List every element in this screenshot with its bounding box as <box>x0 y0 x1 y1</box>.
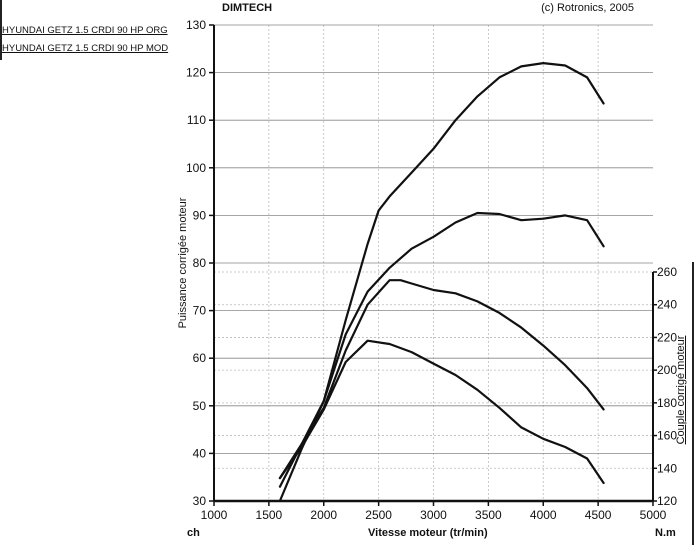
x-tick-label: 4500 <box>585 508 612 522</box>
x-tick-label: 4000 <box>530 508 557 522</box>
series-line-power-mod <box>278 61 605 488</box>
y-tick-label: 30 <box>193 494 207 508</box>
legend-entry-org: HYUNDAI GETZ 1.5 CRDI 90 HP ORG <box>2 25 168 36</box>
y-right-tick-label: 260 <box>657 265 677 279</box>
y-tick-label: 80 <box>193 256 207 270</box>
y-right-tick-label: 240 <box>657 298 677 312</box>
x-tick-label: 1500 <box>256 508 283 522</box>
y-tick-label: 90 <box>193 208 207 222</box>
series-line-power-org <box>278 211 605 503</box>
y-right-tick-label: 120 <box>657 494 677 508</box>
y-right-tick-label: 140 <box>657 461 677 475</box>
y-tick-label: 130 <box>186 18 206 32</box>
y-tick-label: 50 <box>193 399 207 413</box>
y-right-tick-label: 180 <box>657 396 677 410</box>
y-tick-label: 40 <box>193 446 207 460</box>
y-right-tick-label: 220 <box>657 330 677 344</box>
y-right-tick-label: 200 <box>657 363 677 377</box>
right-edge-line <box>692 262 694 545</box>
y-tick-label: 100 <box>186 161 206 175</box>
x-tick-label: 3000 <box>420 508 447 522</box>
x-tick-label: 2000 <box>310 508 337 522</box>
x-tick-label: 5000 <box>640 508 667 522</box>
series-line-torque-mod <box>278 279 605 480</box>
x-tick-label: 2500 <box>365 508 392 522</box>
y-right-unit-label: N.m <box>655 527 676 539</box>
chart-title: DIMTECH <box>222 2 273 14</box>
y-tick-label: 110 <box>187 113 206 127</box>
x-tick-label: 3500 <box>475 508 502 522</box>
chart-credit: (c) Rotronics, 2005 <box>541 2 634 14</box>
y-tick-label: 120 <box>186 66 206 80</box>
y-tick-label: 60 <box>193 351 207 365</box>
y-unit-label: ch <box>187 527 200 539</box>
legend-entry-mod: HYUNDAI GETZ 1.5 CRDI 90 HP MOD <box>2 43 169 54</box>
y-tick-label: 70 <box>193 304 207 318</box>
series-line-torque-org <box>278 339 605 485</box>
x-axis-label: Vitesse moteur (tr/min) <box>368 527 488 539</box>
y-right-tick-label: 160 <box>657 429 677 443</box>
x-tick-label: 1000 <box>201 508 228 522</box>
left-edge-line <box>0 0 2 60</box>
